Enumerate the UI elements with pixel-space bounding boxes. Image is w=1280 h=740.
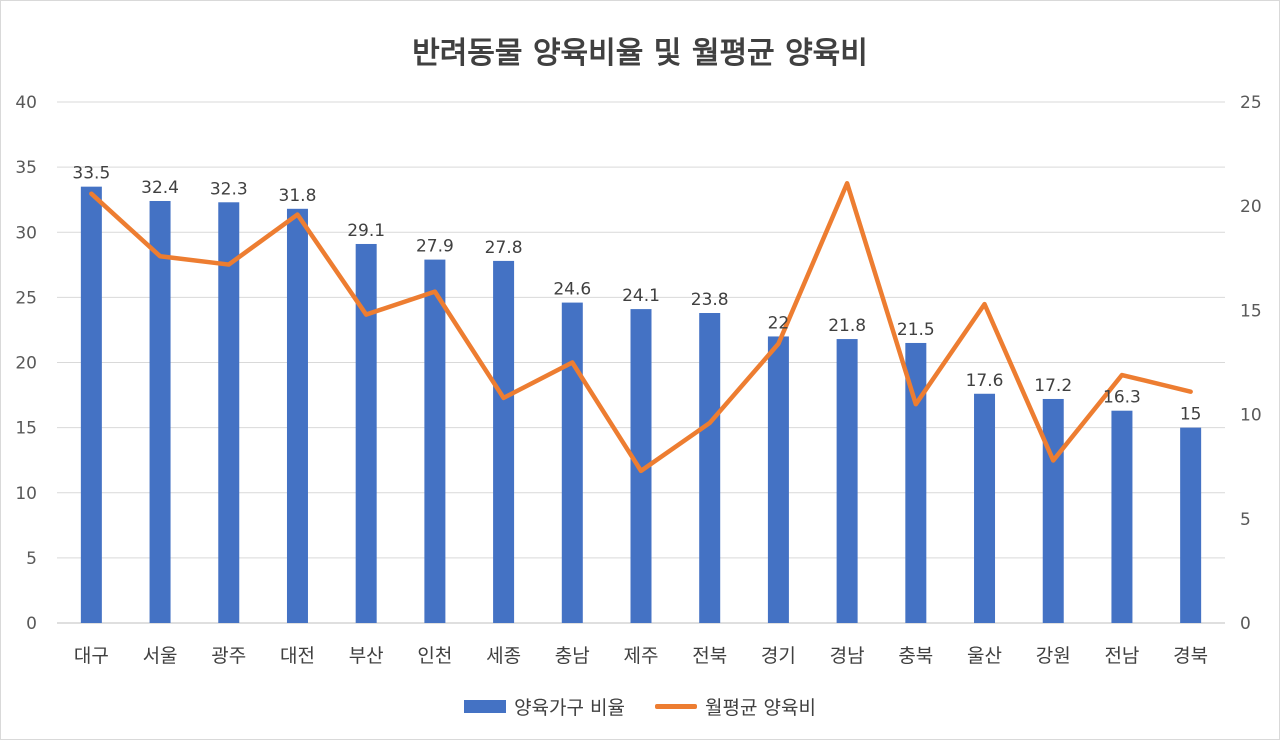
bar [836, 339, 858, 623]
legend-item-bar: 양육가구 비율 [464, 693, 625, 720]
category-label: 강원 [1036, 645, 1071, 667]
category-label: 인천 [417, 645, 452, 667]
category-label: 광주 [211, 645, 246, 667]
bar-data-label: 24.6 [553, 280, 591, 300]
legend-item-line: 월평균 양육비 [655, 693, 816, 720]
bar [630, 309, 652, 623]
bar [767, 336, 789, 623]
left-axis-ticks: 0 5 10 15 20 25 30 35 40 [15, 93, 37, 634]
bar-data-label: 21.8 [828, 316, 866, 336]
legend-bar-label: 양육가구 비율 [514, 697, 625, 719]
bar-data-label: 17.6 [966, 371, 1004, 391]
right-axis-tick-label: 10 [1240, 406, 1262, 426]
bar [561, 302, 583, 623]
bar-series [80, 186, 1202, 624]
bar-data-label: 17.2 [1034, 376, 1072, 396]
legend-line-swatch [655, 704, 697, 709]
right-axis-tick-label: 25 [1240, 93, 1262, 113]
category-label: 충남 [555, 645, 590, 667]
category-label: 경북 [1173, 645, 1208, 667]
right-axis-tick-label: 5 [1240, 510, 1251, 530]
bar-data-label: 21.5 [897, 320, 935, 340]
line-series [89, 181, 1193, 474]
bar-data-label: 32.4 [141, 178, 179, 198]
bar-data-label: 24.1 [622, 286, 660, 306]
right-axis-tick-label: 20 [1240, 197, 1262, 217]
left-axis-tick-label: 25 [15, 288, 37, 308]
category-label: 울산 [967, 645, 1002, 667]
bar-data-label: 22 [768, 313, 790, 333]
category-label: 대구 [74, 645, 109, 667]
left-axis-tick-label: 0 [26, 614, 37, 634]
category-label: 경남 [830, 645, 865, 667]
bar-data-label: 15 [1180, 405, 1202, 425]
bar-data-label: 32.3 [210, 179, 248, 199]
bar-data-label: 33.5 [72, 164, 110, 184]
right-axis-tick-label: 0 [1240, 614, 1251, 634]
bar [218, 202, 240, 624]
left-axis-tick-label: 5 [26, 549, 37, 569]
data-labels: 33.5 32.4 32.3 31.8 29.1 27.9 27.8 24.6 24.1 23.8… [72, 164, 1201, 425]
legend-bar-swatch [464, 700, 507, 713]
left-axis-tick-label: 35 [15, 158, 37, 178]
legend: 양육가구 비율 월평균 양육비 [0, 693, 1280, 720]
left-axis-tick-label: 40 [15, 93, 37, 113]
category-label: 부산 [349, 645, 384, 667]
category-label: 전북 [692, 645, 727, 667]
bar [1111, 410, 1133, 623]
bar-data-label: 31.8 [279, 186, 317, 206]
right-axis-tick-label: 15 [1240, 301, 1262, 321]
bar-data-label: 27.8 [485, 238, 523, 258]
bar [80, 186, 102, 623]
category-label: 경기 [761, 645, 796, 667]
category-label: 대전 [280, 645, 315, 667]
bar [286, 208, 308, 623]
right-axis-ticks: 0 5 10 15 20 25 [1240, 93, 1262, 634]
bar-data-label: 27.9 [416, 237, 454, 257]
bar-data-label: 29.1 [347, 221, 385, 241]
category-labels: 대구 서울 광주 대전 부산 인천 세종 충남 제주 전북 경기 경남 충북 울산 강원 전남 경북 [74, 645, 1208, 667]
bar-data-label: 16.3 [1103, 388, 1141, 408]
legend-line-label: 월평균 양육비 [705, 697, 816, 719]
left-axis-tick-label: 10 [15, 484, 37, 504]
left-axis-tick-label: 20 [15, 354, 37, 374]
bar [355, 243, 377, 623]
chart-title: 반려동물 양육비율 및 월평균 양육비 [412, 36, 868, 71]
bar [1042, 398, 1064, 623]
category-label: 전남 [1104, 645, 1139, 667]
category-label: 제주 [624, 645, 659, 667]
left-axis-tick-label: 30 [15, 223, 37, 243]
bar [974, 393, 996, 623]
bar [493, 260, 515, 623]
category-label: 세종 [486, 645, 521, 667]
bar [1180, 427, 1202, 623]
left-axis-tick-label: 15 [15, 419, 37, 439]
bar [424, 259, 446, 623]
category-label: 서울 [143, 645, 178, 667]
bar [905, 342, 927, 623]
bar [699, 313, 721, 623]
category-label: 충북 [898, 645, 933, 667]
bar-data-label: 23.8 [691, 290, 729, 310]
bar [149, 200, 171, 624]
